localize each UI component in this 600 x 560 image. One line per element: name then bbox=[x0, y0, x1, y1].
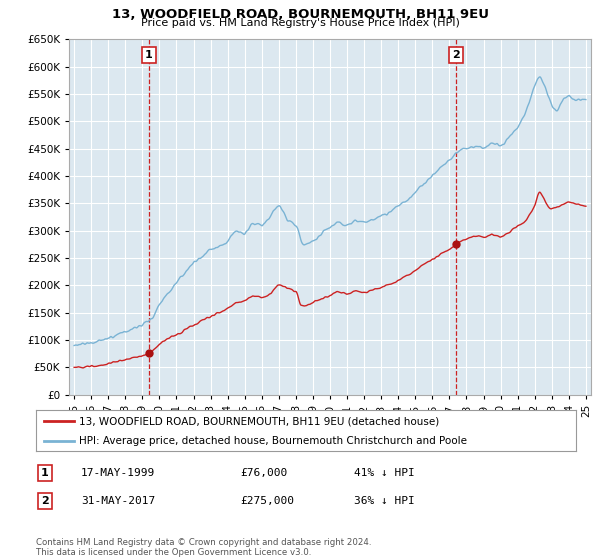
Text: 31-MAY-2017: 31-MAY-2017 bbox=[81, 496, 155, 506]
Text: 41% ↓ HPI: 41% ↓ HPI bbox=[354, 468, 415, 478]
Text: 17-MAY-1999: 17-MAY-1999 bbox=[81, 468, 155, 478]
Text: £275,000: £275,000 bbox=[240, 496, 294, 506]
Text: HPI: Average price, detached house, Bournemouth Christchurch and Poole: HPI: Average price, detached house, Bour… bbox=[79, 436, 467, 446]
Text: 13, WOODFIELD ROAD, BOURNEMOUTH, BH11 9EU: 13, WOODFIELD ROAD, BOURNEMOUTH, BH11 9E… bbox=[112, 8, 488, 21]
Text: 2: 2 bbox=[41, 496, 49, 506]
Text: 36% ↓ HPI: 36% ↓ HPI bbox=[354, 496, 415, 506]
Text: Price paid vs. HM Land Registry's House Price Index (HPI): Price paid vs. HM Land Registry's House … bbox=[140, 18, 460, 29]
Text: 13, WOODFIELD ROAD, BOURNEMOUTH, BH11 9EU (detached house): 13, WOODFIELD ROAD, BOURNEMOUTH, BH11 9E… bbox=[79, 417, 439, 426]
Text: 2: 2 bbox=[452, 50, 460, 60]
Text: 1: 1 bbox=[41, 468, 49, 478]
Text: £76,000: £76,000 bbox=[240, 468, 287, 478]
Text: Contains HM Land Registry data © Crown copyright and database right 2024.
This d: Contains HM Land Registry data © Crown c… bbox=[36, 538, 371, 557]
Text: 1: 1 bbox=[145, 50, 152, 60]
